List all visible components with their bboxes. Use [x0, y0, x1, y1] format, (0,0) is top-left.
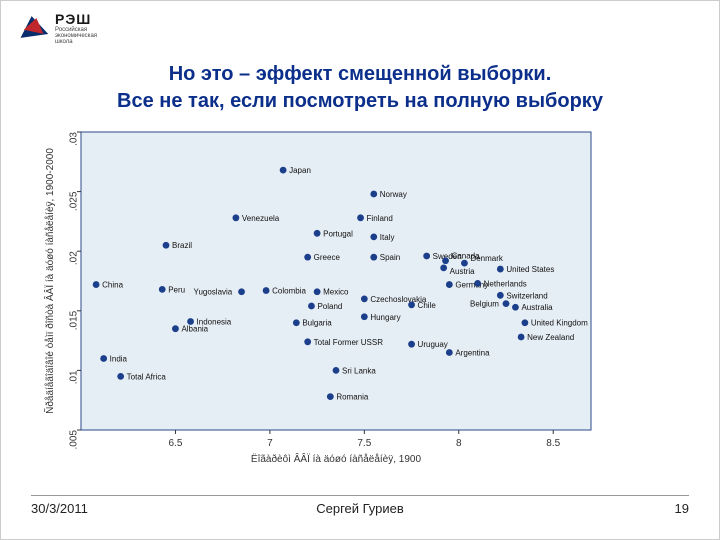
slide: РЭШ Российская экономическая школа Но эт… [0, 0, 720, 540]
logo-mark [19, 16, 49, 40]
svg-text:Albania: Albania [181, 325, 208, 334]
svg-text:Belgium: Belgium [470, 300, 499, 309]
logo: РЭШ Российская экономическая школа [19, 11, 97, 45]
logo-text-block: РЭШ Российская экономическая школа [55, 11, 97, 45]
svg-text:Denmark: Denmark [470, 254, 503, 263]
svg-text:Switzerland: Switzerland [506, 291, 547, 300]
logo-sub3: школа [55, 39, 97, 45]
svg-text:Hungary: Hungary [370, 313, 400, 322]
svg-text:.03: .03 [69, 132, 80, 146]
footer: 30/3/2011 Сергей Гуриев 19 [1, 501, 719, 521]
svg-text:.005: .005 [69, 430, 80, 450]
svg-text:Finland: Finland [367, 214, 393, 223]
footer-page: 19 [675, 501, 689, 516]
svg-text:Spain: Spain [380, 253, 400, 262]
svg-text:Argentina: Argentina [455, 349, 490, 358]
svg-text:Romania: Romania [336, 393, 369, 402]
svg-text:Poland: Poland [317, 302, 342, 311]
svg-text:Italy: Italy [380, 233, 395, 242]
svg-text:United Kingdom: United Kingdom [531, 319, 588, 328]
svg-text:Australia: Australia [521, 303, 553, 312]
svg-text:Brazil: Brazil [172, 241, 192, 250]
svg-text:8: 8 [456, 438, 462, 449]
svg-text:Ñðåäíåãîäîâîé òåìï ðîñòà ÂÂÏ í: Ñðåäíåãîäîâîé òåìï ðîñòà ÂÂÏ íà äóøó íàñ… [43, 148, 56, 414]
svg-text:7: 7 [267, 438, 273, 449]
svg-text:Netherlands: Netherlands [484, 279, 527, 288]
svg-text:Japan: Japan [289, 166, 311, 175]
svg-text:Uruguay: Uruguay [418, 340, 448, 349]
svg-text:Greece: Greece [314, 253, 341, 262]
footer-author: Сергей Гуриев [1, 501, 719, 516]
svg-text:.01: .01 [69, 370, 80, 384]
svg-text:United States: United States [506, 265, 554, 274]
svg-text:7.5: 7.5 [357, 438, 371, 449]
svg-text:Peru: Peru [168, 285, 185, 294]
svg-text:India: India [110, 354, 128, 363]
svg-text:Norway: Norway [380, 190, 407, 199]
chart-svg: .005 .01 .015 .02 .025 .03 6.5 7 7.5 8 8.5 Ëîãàðèôì… [41, 126, 601, 466]
svg-text:Ëîãàðèôì ÂÂÏ íà äóøó íàñåëåíèÿ: Ëîãàðèôì ÂÂÏ íà äóøó íàñåëåíèÿ, 1900 [251, 452, 422, 465]
svg-text:6.5: 6.5 [168, 438, 182, 449]
slide-title: Но это – эффект смещенной выборки. Все н… [1, 61, 719, 115]
svg-text:Yugoslavia: Yugoslavia [194, 288, 233, 297]
svg-text:.02: .02 [69, 251, 80, 265]
svg-text:Sri Lanka: Sri Lanka [342, 366, 376, 375]
svg-text:Portugal: Portugal [323, 229, 353, 238]
svg-text:China: China [102, 281, 123, 290]
svg-text:Total Former USSR: Total Former USSR [314, 338, 384, 347]
footer-divider [31, 495, 689, 496]
svg-text:Total Africa: Total Africa [127, 372, 167, 381]
svg-text:Colombia: Colombia [272, 287, 306, 296]
svg-text:.015: .015 [69, 310, 80, 330]
svg-text:Chile: Chile [418, 301, 437, 310]
svg-text:New Zealand: New Zealand [527, 333, 574, 342]
svg-text:Venezuela: Venezuela [242, 214, 280, 223]
svg-text:Bulgaria: Bulgaria [302, 319, 332, 328]
svg-text:8.5: 8.5 [546, 438, 560, 449]
title-line2: Все не так, если посмотреть на полную вы… [117, 90, 603, 112]
svg-text:Mexico: Mexico [323, 288, 349, 297]
logo-main: РЭШ [55, 11, 97, 27]
scatter-chart: .005 .01 .015 .02 .025 .03 6.5 7 7.5 8 8.5 Ëîãàðèôì… [41, 126, 601, 466]
title-line1: Но это – эффект смещенной выборки. [169, 63, 552, 85]
svg-text:.025: .025 [69, 191, 80, 211]
svg-text:Austria: Austria [450, 267, 475, 276]
